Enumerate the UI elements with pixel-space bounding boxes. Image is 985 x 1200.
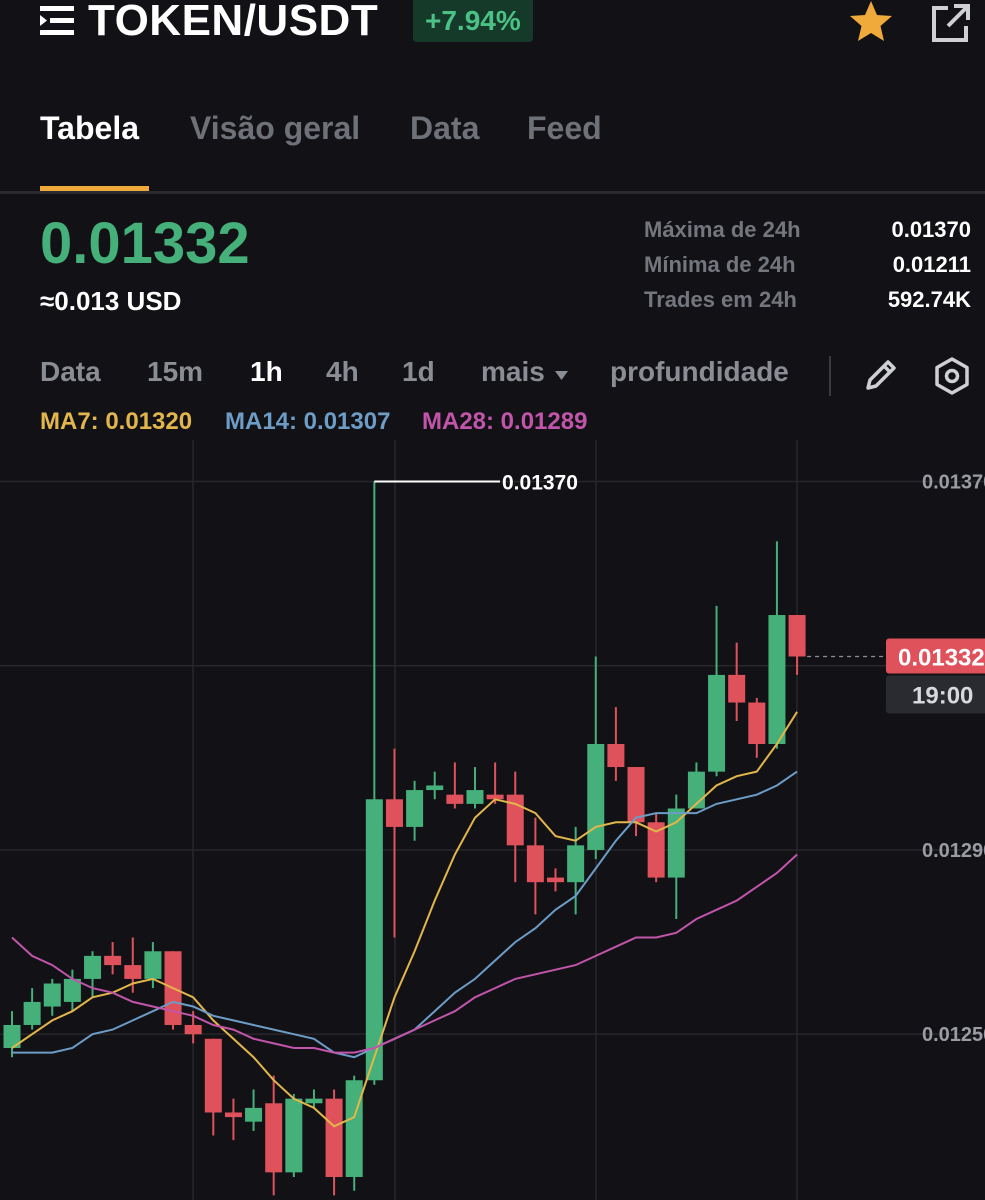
- candle-body: [587, 744, 605, 850]
- candle-body: [184, 1024, 202, 1035]
- candle-body: [426, 785, 444, 791]
- usd-price: ≈0.013 USD: [40, 286, 182, 316]
- interval[interactable]: 1d: [402, 356, 435, 387]
- candle-body: [43, 983, 61, 1007]
- stat-label: Mínima de 24h: [644, 252, 796, 277]
- candle-body: [104, 955, 122, 966]
- candle-body: [547, 877, 565, 883]
- ma-legend: MA7: 0.01320: [40, 408, 193, 435]
- last-price-label: 0.01332: [898, 644, 985, 671]
- candle-body: [567, 845, 585, 883]
- candle-body: [506, 794, 524, 846]
- candle-body: [627, 767, 645, 823]
- ma-legend: MA14: 0.01307: [225, 408, 391, 435]
- candlestick-chart: 0.013700.01330.012900.012500.013700.0133…: [0, 440, 985, 1200]
- stat-label: Máxima de 24h: [644, 217, 801, 242]
- menu-icon[interactable]: [40, 4, 76, 36]
- candle-body: [708, 674, 726, 772]
- tab[interactable]: Feed: [527, 110, 602, 146]
- countdown-tag: [886, 675, 985, 714]
- candle-body: [305, 1098, 323, 1104]
- candle-body: [728, 674, 746, 703]
- stat-value: 592.74K: [887, 287, 971, 312]
- candle-body: [526, 845, 544, 883]
- candle-body: [768, 615, 786, 744]
- candle-body: [647, 822, 665, 878]
- candle-body: [224, 1112, 242, 1118]
- candle-body: [385, 799, 403, 827]
- candle-body: [63, 978, 81, 1002]
- interval[interactable]: 4h: [326, 356, 359, 387]
- interval[interactable]: profundidade: [610, 356, 789, 387]
- ma-line: [11, 853, 798, 1054]
- candle-body: [345, 1080, 363, 1177]
- tab[interactable]: Tabela: [40, 110, 139, 146]
- candle-body: [748, 702, 766, 744]
- settings-icon[interactable]: [932, 356, 972, 396]
- candle-body: [466, 790, 484, 804]
- last-price: 0.01332: [40, 211, 250, 276]
- interval[interactable]: mais: [481, 356, 545, 387]
- candle-body: [406, 790, 424, 827]
- candle-body: [84, 955, 102, 979]
- candle-body: [23, 1001, 41, 1025]
- candle-body: [667, 808, 685, 878]
- interval[interactable]: 15m: [147, 356, 204, 387]
- stat-value: 0.01211: [892, 252, 971, 277]
- candle-body: [204, 1038, 222, 1113]
- candle-body: [788, 615, 806, 657]
- ma-legend: MA28: 0.01289: [422, 408, 588, 435]
- tab[interactable]: Visão geral: [190, 110, 361, 146]
- candle-body: [3, 1024, 21, 1048]
- candle-body: [285, 1098, 303, 1173]
- interval[interactable]: Data: [40, 356, 101, 387]
- last-price-tag: [886, 638, 985, 674]
- candle-body: [325, 1098, 343, 1177]
- high-label: 0.01370: [502, 471, 578, 494]
- candle-body: [124, 965, 142, 979]
- tab[interactable]: Data: [410, 110, 480, 146]
- divider: [0, 191, 985, 194]
- draw-tool-icon[interactable]: [862, 356, 900, 394]
- favorite-star[interactable]: [848, 0, 894, 44]
- separator: [829, 356, 831, 396]
- candle-body: [365, 799, 383, 1081]
- pair-title: TOKEN/USDT: [88, 0, 379, 45]
- candle-body: [245, 1107, 263, 1122]
- ma-line: [11, 711, 798, 1128]
- candle-body: [446, 794, 464, 804]
- dropdown-caret: [555, 371, 568, 380]
- share-icon[interactable]: [930, 2, 972, 44]
- y-tick-label: 0.01370: [922, 471, 985, 493]
- candle-body: [486, 794, 504, 800]
- candle-body: [607, 744, 625, 768]
- interval[interactable]: 1h: [250, 356, 283, 387]
- stat-value: 0.01370: [891, 217, 971, 242]
- change-badge: +7.94%: [413, 0, 533, 42]
- stat-label: Trades em 24h: [644, 287, 797, 312]
- candle-body: [144, 951, 162, 979]
- candle-body: [265, 1103, 283, 1173]
- tab-underline: [40, 186, 149, 191]
- countdown: 19:00: [912, 682, 973, 709]
